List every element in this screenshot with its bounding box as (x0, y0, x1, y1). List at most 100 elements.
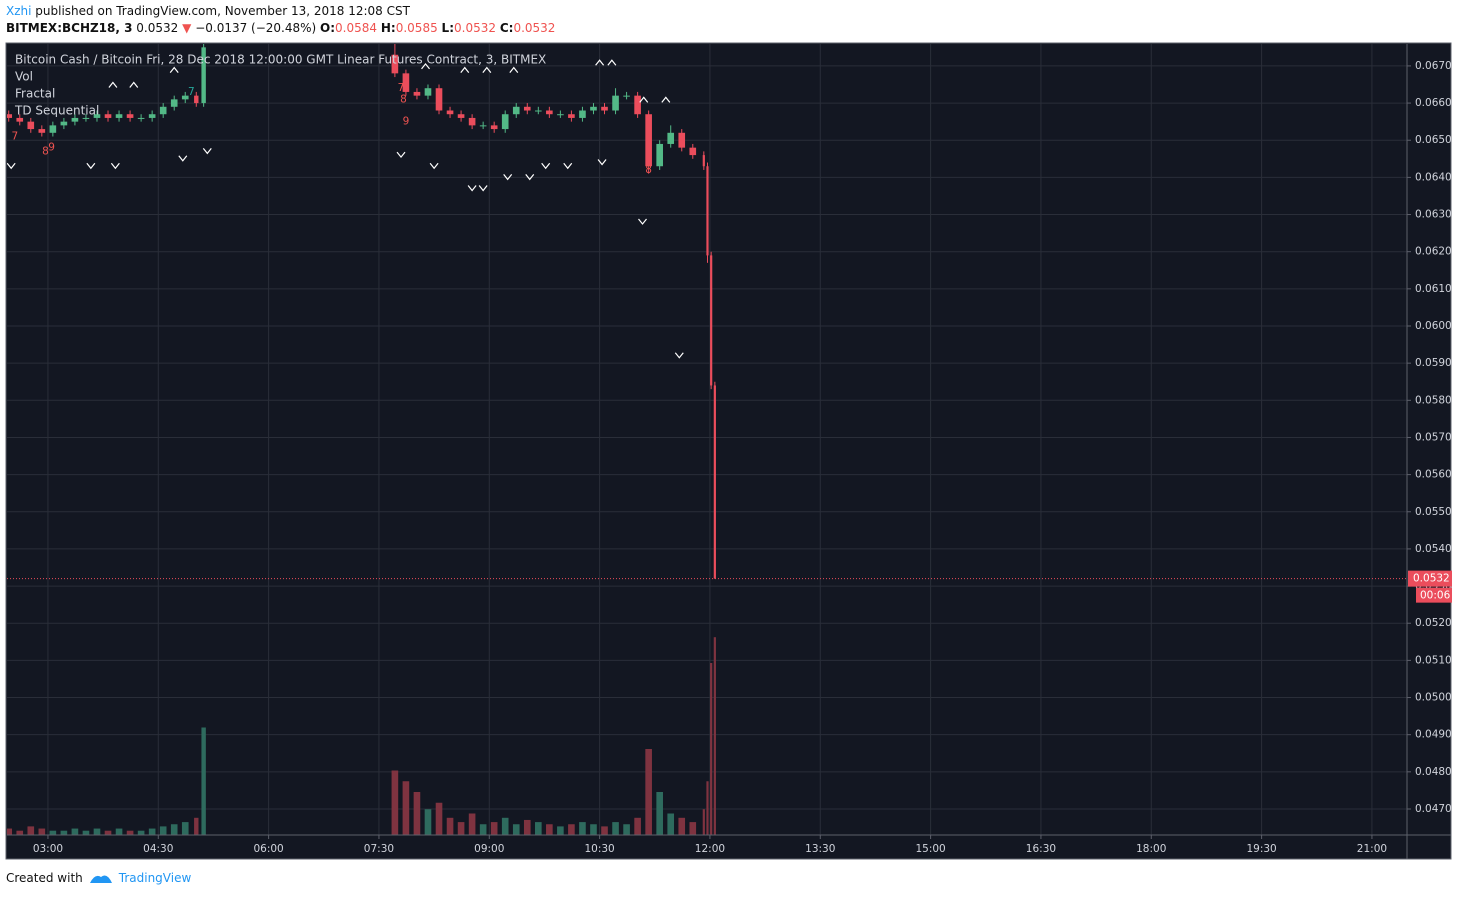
volume-bar (137, 830, 145, 835)
y-tick-label: 0.0480 (1415, 766, 1452, 778)
x-tick-label: 06:00 (253, 843, 283, 855)
candle-body (490, 125, 498, 130)
symbol: BITMEX:BCHZ18, 3 (6, 21, 133, 35)
candle-body (82, 117, 90, 119)
volume-bar (689, 822, 697, 835)
candle-body (38, 129, 46, 133)
volume-bar (82, 830, 90, 835)
h-label: H: (380, 21, 396, 35)
volume-bar (424, 809, 432, 835)
indicator: Vol (15, 70, 33, 84)
candle-body (60, 121, 68, 126)
y-tick-label: 0.0650 (1415, 134, 1452, 146)
td-count: 8 (400, 93, 407, 105)
volume-bar (115, 828, 123, 835)
fractal-down (178, 155, 188, 162)
volume-bar (702, 809, 705, 835)
volume-bar (159, 826, 167, 835)
countdown-tag (1416, 587, 1452, 603)
volume-bar (568, 824, 575, 835)
candle-body (115, 114, 123, 118)
y-tick-label: 0.0600 (1415, 320, 1452, 332)
x-tick-label: 09:00 (474, 843, 504, 855)
price-tag (1408, 570, 1452, 587)
candle-body (137, 117, 145, 119)
volume-bar (706, 781, 709, 835)
td-count: 7 (188, 86, 195, 98)
volume-bar (523, 819, 531, 835)
candle-body (713, 385, 716, 579)
volume-bar (623, 824, 630, 835)
y-tick-label: 0.0660 (1415, 97, 1452, 109)
fractal-down (478, 185, 488, 192)
volume-bar (512, 824, 520, 835)
volume-bar (402, 781, 410, 835)
candle-body (391, 54, 399, 74)
y-tick-label: 0.0490 (1415, 729, 1452, 741)
brand-link[interactable]: TradingView (118, 871, 192, 885)
candle-body (479, 125, 487, 127)
fractal-down (563, 162, 573, 170)
volume-bar (391, 770, 399, 835)
volume-bar (612, 822, 619, 835)
volume-bar (194, 817, 199, 835)
y-tick-label: 0.0610 (1415, 283, 1452, 295)
candle-body (710, 255, 713, 386)
x-tick-label: 16:30 (1026, 843, 1056, 855)
created-with: Created with (6, 871, 83, 885)
candle-body (579, 110, 586, 118)
fractal-up (607, 59, 617, 66)
y-tick-label: 0.0510 (1415, 654, 1452, 666)
candle-body (523, 106, 531, 111)
volume-bar (446, 817, 454, 835)
fractal-down (396, 151, 406, 159)
fractal-down (674, 352, 684, 359)
volume-bar (656, 792, 663, 835)
candle-body (535, 110, 542, 112)
fractal-up (509, 66, 519, 74)
x-tick-label: 10:30 (584, 843, 614, 855)
y-tick-label: 0.0520 (1415, 617, 1452, 629)
candle-body (667, 132, 675, 144)
candle-body (201, 47, 206, 104)
fractal-up (482, 66, 492, 74)
o: 0.0584 (335, 21, 378, 35)
volume-bar (490, 822, 498, 835)
fractal-up (595, 59, 605, 66)
fractal-up (460, 66, 470, 74)
candle-body (706, 166, 709, 256)
candle-body (148, 114, 156, 118)
candle-body (501, 114, 509, 130)
candle-body (49, 125, 57, 133)
volume-bar (170, 824, 178, 835)
candle-body (126, 114, 134, 118)
symbol-line: BITMEX:BCHZ18, 3 0.0532 ▼ −0.0137 (−20.4… (6, 21, 555, 35)
fractal-up (129, 81, 139, 88)
volume-bar (435, 802, 443, 835)
y-tick-label: 0.0570 (1415, 431, 1452, 443)
volume-bar (667, 813, 675, 835)
candle-body (7, 114, 13, 118)
author-link[interactable]: Xzhi (6, 4, 32, 18)
c-label: C: (499, 21, 514, 35)
candle-body (93, 114, 101, 118)
published: published on TradingView.com, November 1… (35, 4, 410, 18)
indicator: TD Sequential (14, 104, 99, 118)
fractal-down (597, 159, 607, 166)
indicator: Fractal (15, 87, 55, 101)
volume-bar (71, 828, 79, 835)
y-tick-label: 0.0470 (1415, 803, 1452, 815)
x-tick-label: 07:30 (364, 843, 394, 855)
volume-bar (634, 817, 641, 835)
volume-bar (678, 817, 686, 835)
fractal-down (541, 162, 551, 170)
volume-bar (590, 824, 597, 835)
fractal-up (639, 96, 649, 103)
x-tick-label: 03:00 (33, 843, 63, 855)
fractal-up (421, 62, 430, 70)
candle-body (413, 91, 421, 96)
fractal-down (467, 185, 477, 192)
volume-bar (60, 830, 68, 835)
